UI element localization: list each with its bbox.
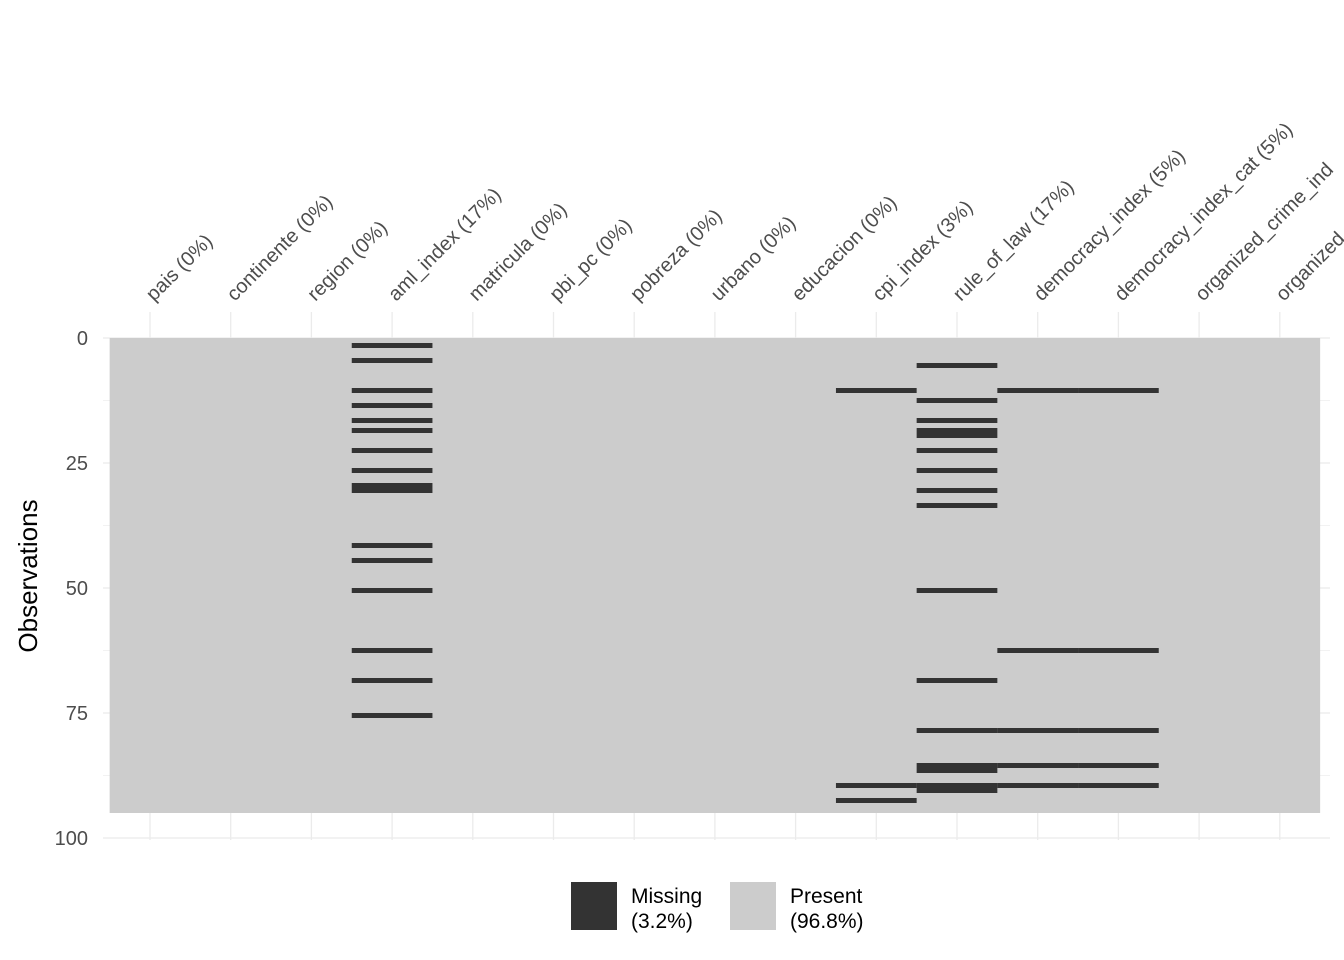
missing-cell-aml_index [351, 588, 433, 593]
missing-cell-aml_index [351, 483, 433, 488]
y-axis-ticks: 0 25 50 75 100 [55, 328, 88, 850]
missing-cell-rule_of_law [916, 678, 998, 683]
missing-cell-cpi_index [835, 388, 917, 393]
missing-cell-democracy_index [997, 783, 1079, 788]
y-axis-title: Observations [13, 499, 43, 652]
missing-cell-democracy_index [997, 388, 1079, 393]
missing-cell-aml_index [351, 388, 433, 393]
column-label-region: region (0%) [303, 217, 392, 306]
y-tick-label: 75 [66, 703, 88, 725]
legend-key-missing [571, 882, 617, 930]
missing-cell-rule_of_law [916, 503, 998, 508]
missing-cell-rule_of_law [916, 468, 998, 473]
missing-cell-cpi_index [835, 798, 917, 803]
legend-pct-missing: (3.2%) [631, 910, 693, 933]
missing-cell-aml_index [351, 343, 433, 348]
y-tick-label: 25 [66, 453, 88, 475]
missing-cell-aml_index [351, 468, 433, 473]
missing-cell-rule_of_law [916, 448, 998, 453]
missing-cell-rule_of_law [916, 763, 998, 768]
missing-cell-aml_index [351, 648, 433, 653]
missing-cell-aml_index [351, 558, 433, 563]
missing-cell-rule_of_law [916, 488, 998, 493]
missing-cell-rule_of_law [916, 588, 998, 593]
column-label-pbi_pc: pbi_pc (0%) [545, 215, 636, 306]
legend-label-missing: Missing [631, 885, 702, 908]
missing-cell-rule_of_law [916, 363, 998, 368]
missing-cell-rule_of_law [916, 788, 998, 793]
column-label-democracy_index: democracy_index (5%) [1030, 145, 1190, 305]
missing-cell-aml_index [351, 678, 433, 683]
column-label-organized_crime_ind: organized_crime_ind [1191, 159, 1338, 306]
missing-cell-democracy_index_cat [1078, 728, 1159, 733]
missing-cell-rule_of_law [916, 398, 998, 403]
legend-pct-present: (96.8%) [790, 910, 864, 933]
missing-cell-rule_of_law [916, 768, 998, 773]
missing-cell-rule_of_law [916, 433, 998, 438]
missing-cell-democracy_index_cat [1078, 388, 1159, 393]
legend-key-present [730, 882, 776, 930]
missing-cell-democracy_index_cat [1078, 783, 1159, 788]
missing-cell-democracy_index_cat [1078, 763, 1159, 768]
missing-cells [351, 343, 1159, 803]
missing-cell-aml_index [351, 713, 433, 718]
missing-cell-aml_index [351, 448, 433, 453]
column-labels: pais (0%) continente (0%)region (0%)aml_i… [142, 119, 1344, 306]
missing-cell-democracy_index_cat [1078, 648, 1159, 653]
missing-cell-aml_index [351, 403, 433, 408]
missing-cell-aml_index [351, 488, 433, 493]
column-label-pais: pais (0%) [142, 230, 217, 305]
missing-cell-democracy_index [997, 763, 1079, 768]
legend-label-present: Present [790, 885, 863, 908]
missing-cell-rule_of_law [916, 728, 998, 733]
missing-cell-rule_of_law [916, 418, 998, 423]
missing-cell-rule_of_law [916, 428, 998, 433]
missing-cell-cpi_index [835, 783, 917, 788]
missing-cell-aml_index [351, 543, 433, 548]
legend: Missing(3.2%) Present(96.8%) [571, 882, 864, 933]
y-tick-label: 100 [55, 828, 88, 850]
present-background [109, 338, 1321, 813]
missing-cell-democracy_index [997, 648, 1079, 653]
missing-cell-aml_index [351, 418, 433, 423]
y-tick-label: 50 [66, 578, 88, 600]
y-tick-label: 0 [77, 328, 88, 350]
missing-cell-democracy_index [997, 728, 1079, 733]
missing-cell-aml_index [351, 428, 433, 433]
missing-cell-aml_index [351, 358, 433, 363]
missing-cell-rule_of_law [916, 783, 998, 788]
column-label-organized: organized [1272, 228, 1344, 306]
